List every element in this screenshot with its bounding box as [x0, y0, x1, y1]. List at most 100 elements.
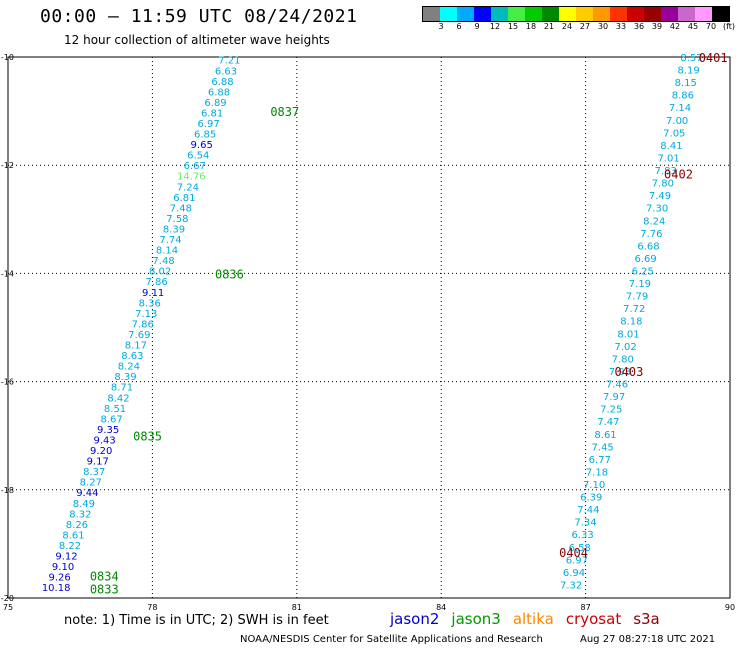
satellite-label: altika: [512, 610, 554, 628]
pass-time-label: 0834: [90, 569, 119, 583]
wave-height-point: 8.61: [62, 530, 84, 541]
x-tick-label: 84: [436, 603, 446, 612]
wave-height-point: 7.25: [600, 405, 622, 416]
wave-height-point: 6.68: [637, 241, 659, 252]
wave-height-point: 8.49: [73, 499, 95, 510]
y-tick-label: -12: [1, 161, 14, 170]
legend-swatch: [423, 7, 440, 21]
wave-height-point: 7.00: [666, 116, 688, 127]
wave-height-point: 6.97: [566, 555, 588, 566]
y-tick-label: -10: [1, 53, 14, 62]
wave-height-point: 8.67: [100, 414, 122, 425]
wave-height-point: 9.20: [90, 446, 112, 457]
pass-time-label: 0401: [699, 51, 728, 65]
wave-height-point: 8.51: [104, 404, 126, 415]
wave-height-point: 7.46: [606, 380, 628, 391]
legend-swatch: [559, 7, 576, 21]
legend-tick-label: (ft): [722, 22, 736, 31]
wave-height-point: 8.02: [149, 267, 171, 278]
wave-height-point: 9.10: [52, 562, 74, 573]
chart-title: 00:00 – 11:59 UTC 08/24/2021: [40, 6, 358, 27]
legend-swatch: [542, 7, 559, 21]
legend-tick-label: 42: [669, 22, 681, 31]
legend-swatch: [508, 7, 525, 21]
wave-height-point: 6.97: [197, 119, 219, 130]
wave-height-point: 8.22: [59, 541, 81, 552]
wave-height-point: 8.15: [675, 78, 697, 89]
wave-height-point: 7.18: [586, 467, 608, 478]
legend-swatch: [678, 7, 695, 21]
wave-height-point: 7.21: [218, 56, 240, 67]
legend-swatch: [712, 7, 729, 21]
wave-height-point: 8.39: [163, 224, 185, 235]
x-tick-label: 78: [147, 603, 157, 612]
legend-tick-label: 24: [561, 22, 573, 31]
satellite-label: jason2: [390, 610, 440, 628]
y-tick-label: -14: [1, 269, 14, 278]
wave-height-point: 8.57: [680, 53, 702, 64]
legend-swatch: [627, 7, 644, 21]
legend-tick-label: 12: [489, 22, 501, 31]
wave-height-point: 7.34: [574, 518, 596, 529]
pass-time-label: 0833: [90, 582, 119, 596]
wave-height-point: 6.88: [208, 87, 230, 98]
wave-height-point: 7.79: [626, 292, 648, 303]
wave-height-point: 7.45: [592, 442, 614, 453]
legend-tick-label: 3: [438, 22, 444, 31]
wave-height-point: 8.24: [643, 216, 665, 227]
legend-tick-label: 15: [507, 22, 519, 31]
wave-height-point: 6.81: [173, 193, 195, 204]
wave-height-point: 9.17: [87, 457, 109, 468]
wave-height-point: 8.63: [121, 351, 143, 362]
pass-time-label: 0404: [559, 546, 588, 560]
timestamp-text: Aug 27 08:27:18 UTC 2021: [580, 634, 716, 645]
wave-height-point: 6.89: [204, 98, 226, 109]
wave-height-point: 7.69: [128, 330, 150, 341]
wave-height-point: 7.44: [577, 505, 599, 516]
legend-swatch: [474, 7, 491, 21]
wave-height-point: 7.47: [597, 417, 619, 428]
credit-text: NOAA/NESDIS Center for Satellite Applica…: [240, 634, 543, 645]
wave-height-point: 6.33: [571, 530, 593, 541]
wave-height-point: 7.13: [135, 309, 157, 320]
satellite-legend: jason2 jason3 altika cryosat s3a: [390, 610, 672, 628]
legend-tick-label: 6: [456, 22, 462, 31]
x-tick-label: 87: [581, 603, 591, 612]
wave-height-point: 7.80: [652, 179, 674, 190]
wave-height-point: 6.25: [632, 267, 654, 278]
wave-height-point: 7.32: [560, 580, 582, 591]
wave-height-point: 8.19: [677, 66, 699, 77]
wave-height-point: 8.24: [118, 362, 140, 373]
legend-swatch: [695, 7, 712, 21]
wave-height-point: 8.18: [620, 317, 642, 328]
pass-time-label: 0402: [664, 167, 693, 181]
x-tick-label: 75: [3, 603, 13, 612]
pass-time-label: 0837: [270, 105, 299, 119]
wave-height-point: 7.80: [612, 354, 634, 365]
wave-height-point: 7.49: [649, 191, 671, 202]
legend-tick-label: 36: [633, 22, 645, 31]
wave-height-point: 9.11: [142, 288, 164, 299]
wave-height-point: 7.01: [657, 153, 679, 164]
legend-swatch: [457, 7, 474, 21]
wave-height-point: 7.10: [583, 480, 605, 491]
wave-height-point: 9.35: [97, 425, 119, 436]
legend-tick-label: 39: [651, 22, 663, 31]
wave-height-point: 7.58: [166, 214, 188, 225]
y-tick-label: -16: [1, 378, 14, 387]
wave-height-point: 7.86: [132, 319, 154, 330]
legend-tick-label: 27: [579, 22, 591, 31]
wave-height-point: 8.71: [111, 383, 133, 394]
plot-frame: [7, 56, 731, 599]
wave-height-point: 10.18: [42, 583, 71, 594]
wave-height-point: 7.02: [614, 342, 636, 353]
wave-height-point: 8.39: [114, 372, 136, 383]
wave-height-point: 8.36: [139, 298, 161, 309]
legend-tick-label: 21: [543, 22, 555, 31]
wave-height-point: 6.94: [563, 568, 585, 579]
wave-height-point: 7.72: [623, 304, 645, 315]
color-legend: [422, 6, 730, 22]
wave-height-point: 7.76: [640, 229, 662, 240]
wave-height-point: 6.85: [194, 130, 216, 141]
